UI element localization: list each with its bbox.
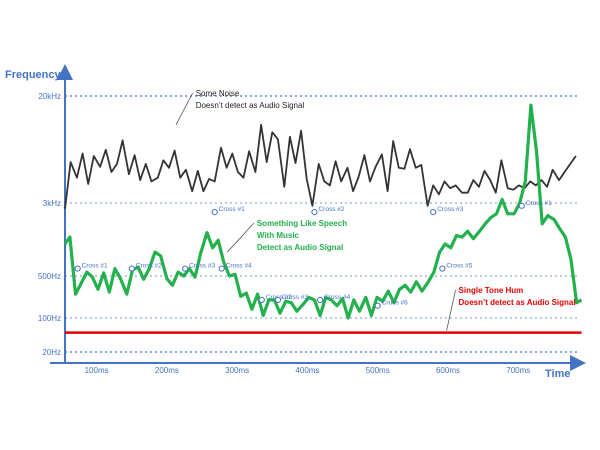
crossing-point <box>374 302 381 309</box>
crossing-label: Cross #4 <box>324 294 350 301</box>
x-tick-label: 400ms <box>295 366 319 375</box>
x-tick-labels: 100ms 200ms 300ms 400ms 500ms 600ms 700ms <box>85 366 531 375</box>
annotations: Some Noise Doesn’t detect as Audio Signal… <box>175 89 576 331</box>
speech-annotation-text: Detect as Audio Signal <box>257 243 343 252</box>
crossing-point <box>274 296 282 304</box>
hum-annotation-text: Single Tone Hum <box>459 286 524 295</box>
x-axis-title: Time <box>545 368 570 380</box>
y-axis-title: Frequency <box>5 69 62 81</box>
hum-annotation-text: Doesn’t detect as Audio Signal <box>459 298 576 307</box>
gridlines <box>65 95 578 353</box>
noise-annotation-text: Some Noise <box>196 89 240 98</box>
crossing-markers: Cross #1 Cross #2 Cross #3 Cross #1 Cross #1… <box>74 200 552 309</box>
crossing-label: Cross #2 <box>136 263 162 270</box>
crossing-point <box>311 208 318 216</box>
crossing-label: Cross #2 <box>318 206 344 213</box>
crossing-point <box>439 265 446 272</box>
x-tick-label: 700ms <box>506 366 530 375</box>
crossing-label: Cross #1 <box>526 200 552 207</box>
noise-annotation-leader <box>175 92 194 125</box>
crossing-point <box>182 265 189 272</box>
y-tick-label: 500Hz <box>38 272 61 281</box>
series-lines <box>63 103 583 334</box>
crossing-label: Cross #3 <box>189 263 215 270</box>
crossing-point <box>128 265 135 272</box>
crossing-point <box>316 296 324 304</box>
x-tick-label: 500ms <box>366 366 390 375</box>
speech-annotation-leader <box>227 222 255 253</box>
y-tick-label: 20Hz <box>42 348 61 357</box>
crossing-label: Cross #3 <box>437 206 463 213</box>
crossing-point <box>218 265 225 272</box>
noise-series-line <box>64 123 577 209</box>
speech-annotation-text: With Music <box>257 231 300 240</box>
crossing-point <box>430 208 437 216</box>
noise-annotation-text: Doesn’t detect as Audio Signal <box>196 101 305 110</box>
y-tick-labels: 20kHz 3kHz 500Hz 100Hz 20Hz <box>38 92 61 357</box>
speech-annotation-text: Something Like Speech <box>257 219 347 228</box>
crossing-label: Cross #3 <box>282 294 308 301</box>
crossing-point <box>518 202 525 209</box>
x-tick-label: 600ms <box>436 366 460 375</box>
y-tick-label: 3kHz <box>43 199 61 208</box>
crossing-point <box>211 208 218 216</box>
crossing-point <box>74 265 81 272</box>
crossing-point <box>258 296 265 304</box>
y-tick-label: 20kHz <box>38 92 61 101</box>
crossing-label: Cross #1 <box>82 263 108 270</box>
crossing-label: Cross #4 <box>226 263 252 270</box>
hum-annotation-leader <box>446 289 456 331</box>
y-tick-label: 100Hz <box>38 314 61 323</box>
x-tick-label: 200ms <box>155 366 179 375</box>
x-tick-label: 100ms <box>85 366 109 375</box>
speech-series-line <box>63 103 583 320</box>
crossing-label: Cross #5 <box>446 263 472 270</box>
crossing-label: Cross #6 <box>382 300 408 307</box>
x-tick-label: 300ms <box>225 366 249 375</box>
crossing-label: Cross #1 <box>219 206 245 213</box>
